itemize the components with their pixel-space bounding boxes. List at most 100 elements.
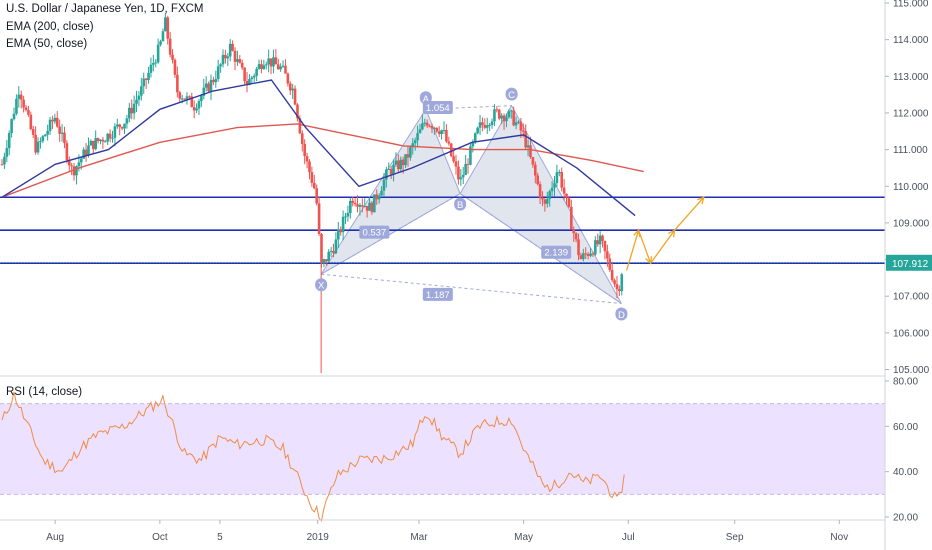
candle-body bbox=[389, 169, 393, 175]
rsi-tick-label: 20.00 bbox=[893, 513, 918, 524]
candle-body bbox=[161, 31, 165, 42]
candle-body bbox=[269, 58, 273, 67]
time-tick-label: Mar bbox=[410, 532, 428, 543]
candle-body bbox=[159, 41, 162, 45]
candle-body bbox=[562, 187, 566, 194]
candle-body bbox=[79, 158, 83, 163]
candle-body bbox=[176, 74, 179, 93]
candle-body bbox=[209, 79, 213, 92]
candle-body bbox=[548, 191, 551, 200]
candle-body bbox=[618, 289, 621, 292]
candle-body bbox=[24, 107, 28, 111]
ratio-badge bbox=[541, 245, 572, 259]
candle-body bbox=[373, 194, 376, 213]
candle-body bbox=[125, 118, 129, 124]
candle-body bbox=[394, 160, 398, 165]
candle-body bbox=[497, 109, 501, 119]
candle-body bbox=[137, 95, 141, 100]
candle-body bbox=[370, 202, 374, 213]
candle-body bbox=[262, 65, 266, 70]
candle-body bbox=[577, 239, 580, 256]
candle-body bbox=[75, 166, 78, 176]
pattern-point-b-badge bbox=[454, 197, 467, 211]
pattern-point-x-label: X bbox=[318, 281, 325, 292]
candle-body bbox=[558, 171, 561, 173]
pattern-triangle-bcd bbox=[459, 104, 622, 304]
candle-body bbox=[178, 92, 182, 99]
candle-body bbox=[274, 57, 278, 65]
candle-body bbox=[589, 253, 592, 256]
candle-body bbox=[55, 117, 59, 127]
candle-body bbox=[173, 59, 177, 75]
candle-body bbox=[620, 274, 624, 292]
candle-body bbox=[469, 146, 472, 165]
price-tick-label: 110.000 bbox=[893, 182, 929, 193]
rsi-legend: RSI (14, close) bbox=[6, 386, 83, 398]
candle-body bbox=[603, 241, 607, 252]
candle-body bbox=[34, 134, 37, 153]
candle-body bbox=[116, 124, 119, 127]
candle-body bbox=[392, 164, 395, 175]
candle-body bbox=[284, 65, 287, 74]
pattern-point-c-badge bbox=[505, 87, 518, 101]
candle-body bbox=[596, 240, 600, 245]
candle-body bbox=[339, 229, 343, 233]
candle-body bbox=[103, 141, 107, 143]
candle-body bbox=[526, 145, 530, 148]
candle-body bbox=[570, 206, 573, 230]
candle-body bbox=[3, 156, 6, 165]
candle-body bbox=[541, 198, 544, 200]
candle-body bbox=[224, 54, 227, 59]
candle-body bbox=[476, 127, 479, 134]
candle-body bbox=[608, 258, 612, 270]
candle-body bbox=[250, 77, 254, 80]
candle-body bbox=[425, 122, 429, 126]
candle-body bbox=[185, 96, 189, 100]
candle-body bbox=[288, 83, 292, 91]
candle-body bbox=[346, 212, 350, 217]
pattern-point-b-label: B bbox=[457, 200, 463, 211]
price-pane: X A B C D 1.054 0.537 2.139 1.187 bbox=[0, 12, 885, 374]
candle-body bbox=[15, 98, 18, 114]
last-price-tag bbox=[886, 254, 932, 271]
candle-body bbox=[308, 161, 311, 173]
candle-body bbox=[202, 87, 206, 96]
candle-body bbox=[22, 99, 25, 108]
time-tick-label: Nov bbox=[830, 532, 848, 543]
candle-body bbox=[598, 235, 602, 245]
rsi-band bbox=[0, 403, 885, 495]
candle-body bbox=[82, 149, 85, 159]
ema50-line bbox=[1, 79, 636, 217]
candle-body bbox=[27, 110, 30, 115]
candle-body bbox=[409, 147, 412, 158]
candle-body bbox=[440, 130, 443, 135]
candle-body bbox=[264, 64, 268, 66]
candle-body bbox=[519, 121, 523, 131]
time-tick-label: Sep bbox=[726, 532, 744, 543]
candle-body bbox=[197, 101, 201, 109]
time-tick-label: Oct bbox=[152, 532, 168, 543]
price-tick-label: 114.000 bbox=[893, 35, 929, 46]
candle-body bbox=[445, 129, 448, 142]
candle-body bbox=[615, 284, 619, 290]
time-tick-label: 2019 bbox=[307, 532, 330, 543]
candle-body bbox=[553, 183, 556, 188]
price-tick-label: 111.000 bbox=[893, 145, 928, 156]
candle-body bbox=[65, 143, 69, 161]
candle-body bbox=[132, 103, 136, 114]
candle-body bbox=[207, 83, 210, 92]
candle-body bbox=[36, 141, 40, 153]
pattern-point-x-badge bbox=[315, 278, 328, 292]
candle-body bbox=[601, 235, 604, 242]
candle-body bbox=[113, 126, 117, 138]
candle-body bbox=[279, 66, 282, 70]
candle-body bbox=[276, 64, 280, 70]
candle-body bbox=[312, 182, 316, 189]
rsi-line bbox=[1, 391, 625, 523]
candle-body bbox=[442, 129, 446, 131]
time-tick-label: 5 bbox=[217, 532, 223, 543]
candle-body bbox=[478, 122, 482, 128]
candle-body bbox=[447, 141, 451, 144]
price-tick-label: 107.000 bbox=[893, 292, 930, 303]
candle-body bbox=[550, 187, 554, 192]
